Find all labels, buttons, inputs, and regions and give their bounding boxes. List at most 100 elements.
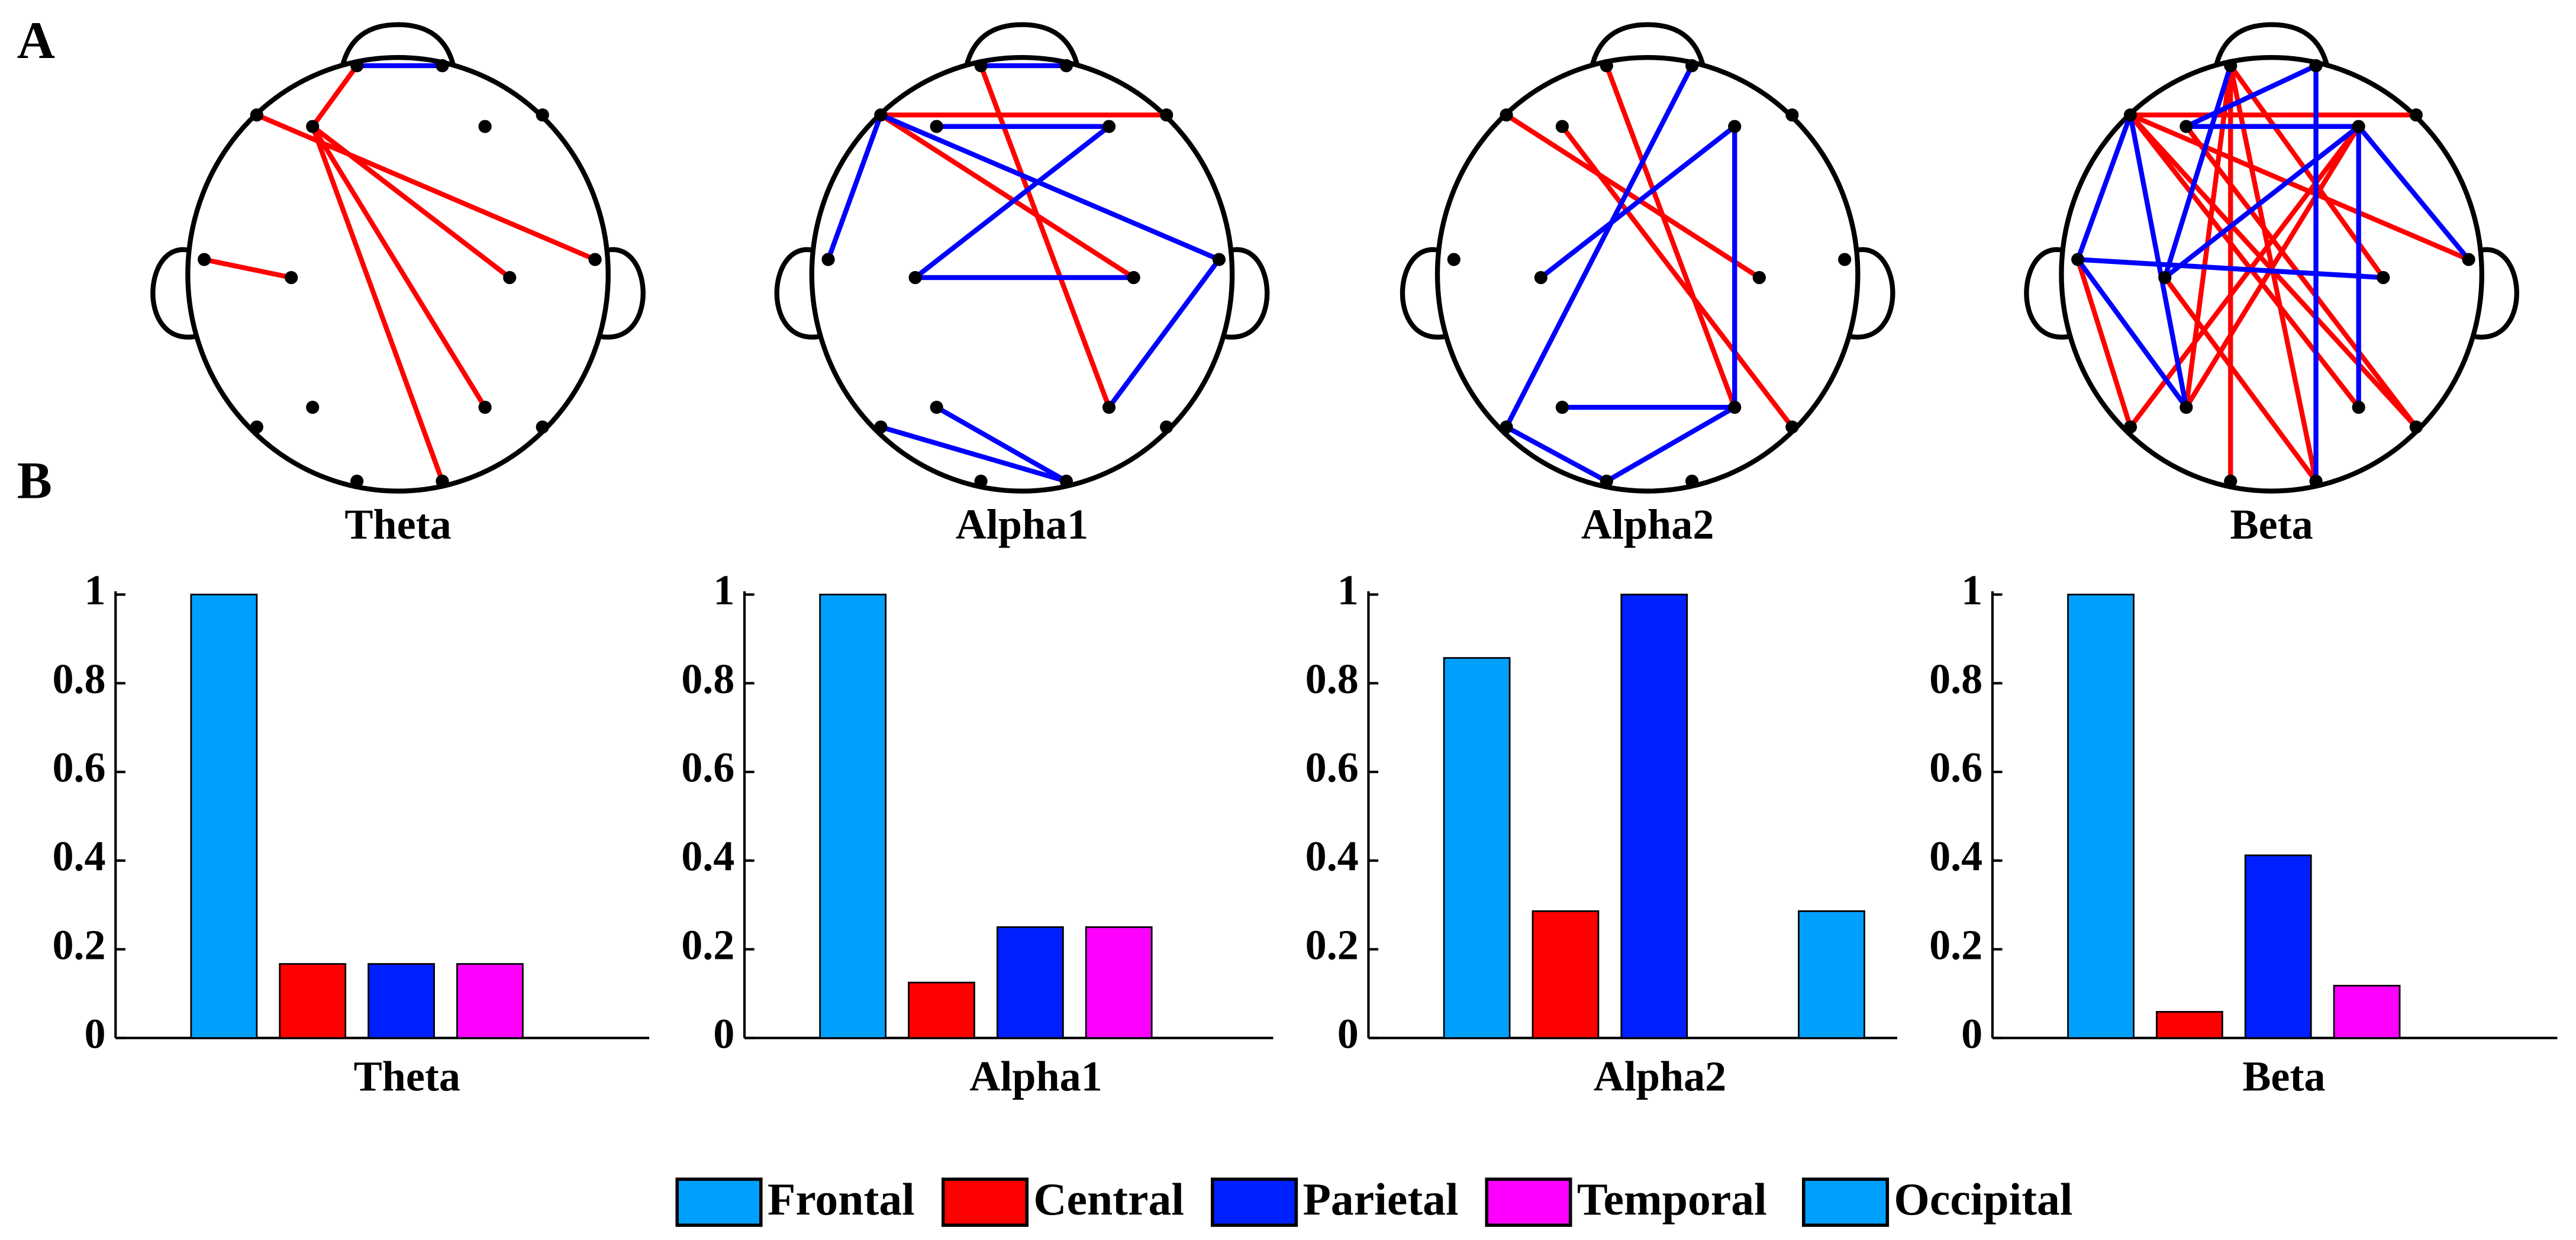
electrode (1102, 401, 1116, 414)
y-tick-label: 0.6 (52, 744, 105, 791)
y-tick-label: 0.4 (1305, 833, 1359, 880)
y-tick-label: 0.6 (1305, 744, 1359, 791)
panel-label: B (17, 452, 52, 510)
connection (1539, 124, 1736, 280)
connection (2075, 257, 2188, 409)
electrode (503, 270, 517, 285)
y-tick-label: 1 (85, 566, 106, 614)
head-label: Beta (2230, 501, 2313, 548)
electrode (250, 420, 264, 434)
electrode (1160, 420, 1173, 434)
connection (2127, 114, 2189, 408)
head-outline (185, 54, 611, 494)
electrode (1059, 59, 1073, 73)
nose (2213, 22, 2330, 68)
bar (819, 594, 887, 1039)
ear (601, 247, 646, 340)
bar (1798, 910, 1865, 1039)
nose (340, 22, 456, 68)
electrode (2352, 120, 2365, 133)
y-tick-label: 0.2 (1929, 921, 1982, 968)
electrode (1685, 474, 1699, 488)
y-tick-label: 0 (713, 1010, 734, 1057)
connection (311, 124, 511, 280)
y-tick-label: 0.6 (681, 744, 734, 791)
ear (150, 247, 195, 340)
electrode (2409, 108, 2423, 122)
electrode (536, 108, 549, 122)
electrode (1059, 474, 1073, 488)
electrode (2071, 253, 2085, 266)
electrode (1534, 270, 1547, 285)
electrode (1160, 108, 1173, 122)
connection (826, 114, 884, 260)
bar (456, 963, 524, 1039)
connection (2128, 125, 2361, 429)
electrode (1785, 420, 1799, 434)
connection (1560, 125, 1794, 429)
electrode (198, 253, 211, 266)
electrode (2309, 474, 2323, 488)
legend-label: Frontal (768, 1174, 915, 1225)
electrode (1447, 253, 1461, 266)
nose (1589, 22, 1706, 68)
electrode (1752, 270, 1766, 285)
y-tick-label: 1 (1337, 566, 1359, 614)
electrode (1500, 108, 1513, 122)
connection (310, 125, 445, 482)
head-label: Alpha2 (1581, 501, 1714, 548)
bar (190, 594, 258, 1039)
bar (2156, 1011, 2223, 1039)
legend-swatch (675, 1177, 763, 1227)
y-tick-label: 0 (85, 1010, 106, 1057)
x-axis-label: Beta (2242, 1052, 2325, 1100)
connection (2184, 125, 2419, 429)
connection (879, 112, 1135, 280)
connection (1505, 112, 1761, 280)
connection (978, 65, 1111, 408)
electrode (2158, 270, 2172, 285)
connection (1504, 65, 1694, 429)
connection (1107, 257, 1221, 409)
connection (2128, 113, 2361, 409)
head-map (150, 22, 646, 494)
legend-label: Parietal (1302, 1174, 1458, 1225)
y-tick-label: 0.8 (1305, 655, 1359, 703)
connection (2184, 125, 2361, 409)
ear (1400, 247, 1445, 340)
head-map (1400, 22, 1895, 494)
electrode (306, 401, 320, 414)
electrode (285, 270, 298, 285)
y-tick-label: 1 (713, 566, 734, 614)
connection (1604, 65, 1737, 408)
nose (963, 22, 1081, 68)
ear (2475, 247, 2519, 340)
y-tick-label: 0.8 (681, 655, 734, 703)
connection (2185, 63, 2317, 129)
y-tick-label: 1 (1961, 566, 1982, 614)
y-tick-label: 0.8 (52, 655, 105, 703)
electrode (2180, 120, 2193, 133)
legend-label: Occipital (1894, 1174, 2072, 1225)
head-map (2024, 22, 2519, 494)
ear (2024, 247, 2069, 340)
bar (2067, 594, 2135, 1039)
connection (310, 125, 488, 409)
y-tick-label: 0.2 (681, 921, 734, 968)
legend-swatch (1802, 1177, 1890, 1227)
electrode (350, 59, 364, 73)
electrode (2309, 59, 2323, 73)
connection (1505, 424, 1608, 484)
electrode (1102, 120, 1116, 133)
electrode (874, 420, 888, 434)
electrode (2377, 270, 2390, 285)
electrode (436, 474, 449, 488)
legend-swatch (942, 1177, 1029, 1227)
x-axis-label: Theta (354, 1052, 460, 1100)
electrode (974, 59, 988, 73)
electrode (1555, 401, 1569, 414)
electrode (306, 120, 320, 133)
electrode (974, 474, 988, 488)
electrode (930, 401, 943, 414)
electrode (478, 401, 492, 414)
